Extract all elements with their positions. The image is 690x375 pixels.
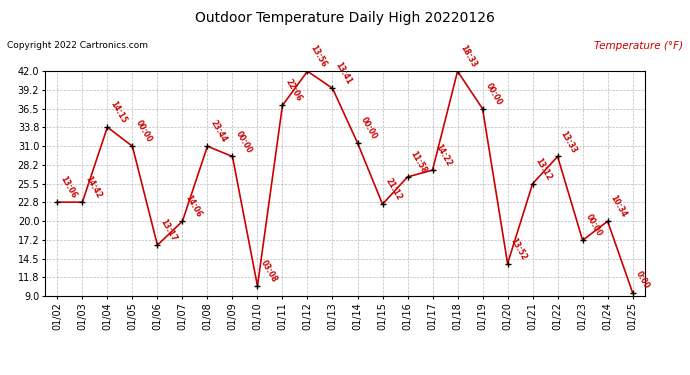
Text: 13:17: 13:17 (159, 217, 179, 243)
Text: 18:33: 18:33 (459, 44, 479, 69)
Text: 00:00: 00:00 (134, 119, 153, 144)
Text: 13:33: 13:33 (559, 129, 579, 154)
Text: 14:06: 14:06 (184, 194, 204, 219)
Text: 14:22: 14:22 (434, 142, 453, 168)
Text: 03:08: 03:08 (259, 258, 279, 284)
Text: 13:41: 13:41 (334, 61, 353, 86)
Text: 14:15: 14:15 (108, 100, 128, 125)
Text: 00:00: 00:00 (484, 81, 504, 107)
Text: Temperature (°F): Temperature (°F) (594, 41, 683, 51)
Text: 13:56: 13:56 (308, 44, 328, 69)
Text: 23:44: 23:44 (208, 119, 228, 144)
Text: 00:00: 00:00 (359, 116, 379, 141)
Text: 13:06: 13:06 (59, 175, 79, 200)
Text: 22:06: 22:06 (284, 78, 304, 103)
Text: 0:00: 0:00 (634, 270, 651, 291)
Text: 21:12: 21:12 (384, 177, 404, 202)
Text: 00:00: 00:00 (584, 213, 604, 238)
Text: 14:42: 14:42 (83, 175, 104, 200)
Text: 10:34: 10:34 (609, 194, 629, 219)
Text: Copyright 2022 Cartronics.com: Copyright 2022 Cartronics.com (7, 41, 148, 50)
Text: 11:58: 11:58 (408, 150, 428, 175)
Text: 13:52: 13:52 (509, 236, 529, 261)
Text: 00:00: 00:00 (234, 129, 253, 154)
Text: Outdoor Temperature Daily High 20220126: Outdoor Temperature Daily High 20220126 (195, 11, 495, 25)
Text: 13:12: 13:12 (534, 156, 553, 182)
